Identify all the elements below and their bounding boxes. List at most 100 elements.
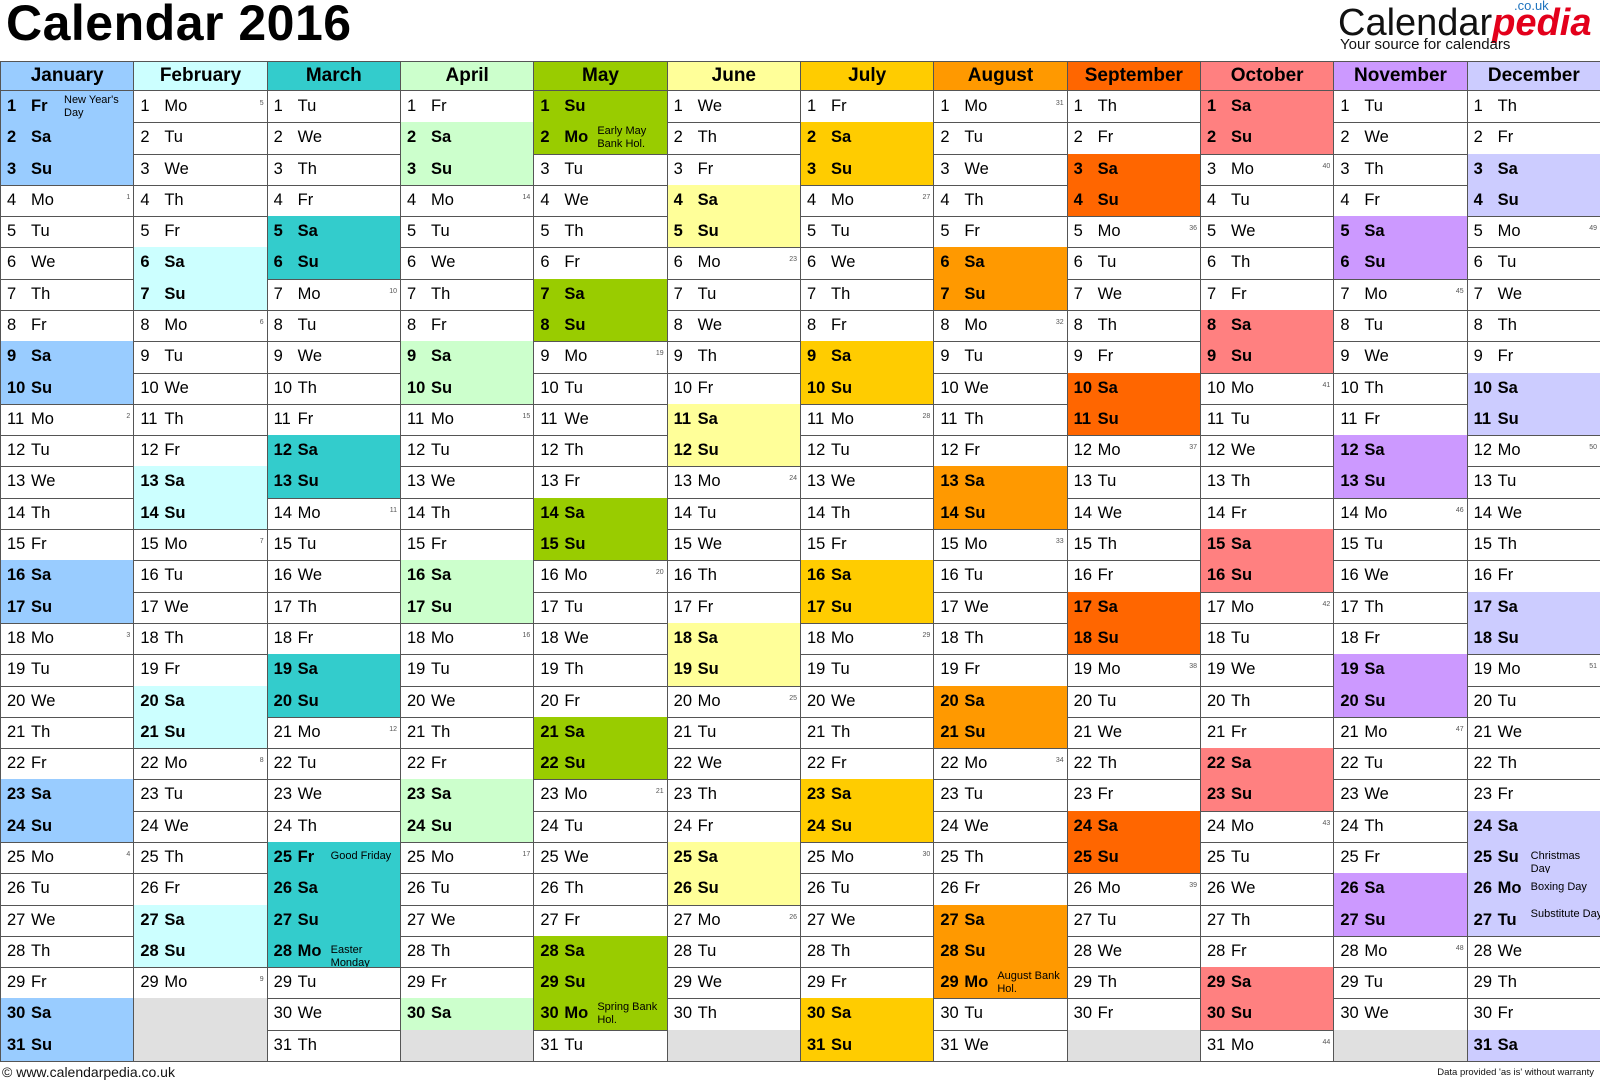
day-number: 29 (273, 973, 293, 992)
day-number: 14 (407, 503, 426, 522)
weekday-label: Su (1097, 847, 1119, 866)
day-cell: 24 Th (266, 810, 401, 843)
day-cell: 17 Su (400, 591, 535, 624)
weekday-label: Fr (297, 628, 314, 647)
weekday-label: We (431, 910, 456, 929)
weekday-label: Th (831, 722, 851, 741)
day-cell: 16 Su (1200, 560, 1335, 593)
weekday-label: Fr (1497, 1004, 1514, 1023)
weekday-label: Mo (697, 910, 721, 929)
day-cell: 29 Th (1466, 967, 1600, 1000)
weekday-label: Sa (697, 409, 718, 428)
day-cell: 6 Tu (1466, 247, 1600, 280)
day-cell: 27 We (800, 904, 935, 937)
day-number: 24 (407, 816, 426, 835)
day-cell: 11 Mo 28 (800, 403, 935, 437)
day-cell: 9 Fr (1466, 341, 1600, 374)
weekday-label: Su (564, 316, 586, 335)
week-number: 20 (655, 569, 664, 577)
day-cell: 15 Th (1466, 529, 1600, 562)
day-cell: 3 We (133, 153, 268, 186)
day-number: 10 (1473, 378, 1493, 397)
day-cell: 24 Sa (1466, 810, 1600, 843)
day-number: 22 (1207, 754, 1226, 773)
weekday-label: Su (164, 284, 186, 303)
weekday-label: Tu (831, 879, 850, 898)
day-cell: 23 Mo 21 (533, 779, 668, 812)
holiday-label: Early May Bank Hol. (597, 125, 647, 151)
weekday-label: Fr (431, 535, 447, 554)
day-number: 8 (140, 316, 150, 335)
day-cell: 16 Sa (800, 560, 935, 593)
weekday-label: Sa (297, 441, 318, 460)
day-number: 23 (540, 785, 559, 804)
weekday-label: Th (831, 284, 851, 303)
day-number: 19 (140, 660, 159, 679)
empty-day-cell (133, 998, 268, 1031)
weekday-label: Tu (1231, 409, 1250, 428)
weekday-label: Su (831, 159, 853, 178)
day-number: 8 (7, 316, 17, 335)
day-number: 11 (1340, 409, 1358, 428)
day-cell: 18 Mo 3 (0, 622, 135, 656)
day-number: 6 (807, 253, 817, 272)
day-cell: 29 We (666, 967, 801, 1000)
weekday-label: Fr (1497, 785, 1514, 804)
day-cell: 15 Th (1066, 529, 1201, 562)
day-cell: 28 Mo 48 (1333, 935, 1468, 969)
day-cell: 11 Mo 2 (0, 403, 135, 437)
day-number: 2 (807, 128, 817, 147)
week-number: 45 (1455, 287, 1464, 295)
day-cell: 26 Fr (133, 873, 268, 906)
weekday-label: We (1097, 503, 1123, 522)
logo-brand-main: Calendar (1338, 2, 1493, 44)
weekday-label: Su (1497, 847, 1519, 866)
day-cell: 19 Tu (400, 654, 535, 687)
weekday-label: Fr (964, 441, 980, 460)
day-cell: 2 Su (1200, 122, 1335, 155)
day-cell: 27 Su (266, 904, 401, 937)
weekday-label: Su (564, 97, 586, 115)
calendar-grid: January 1 Fr New Year's Day 2 Sa 3 Su 4 Mo 1 5 Tu 6 We… (0, 61, 1600, 1062)
holiday-label: Spring Bank Hol. (597, 1001, 658, 1027)
day-number: 21 (140, 722, 159, 741)
day-number: 12 (940, 441, 959, 460)
weekday-label: We (1097, 722, 1123, 741)
day-cell: 23 Sa (400, 779, 535, 812)
day-cell: 11 Su (1466, 403, 1600, 437)
day-number: 3 (7, 159, 17, 178)
day-number: 6 (1073, 253, 1083, 272)
weekday-label: Fr (164, 879, 180, 898)
weekday-label: We (297, 1004, 323, 1023)
day-cell: 6 Sa (133, 247, 268, 280)
day-cell: 22 We (666, 748, 801, 781)
day-cell: 4 Th (933, 184, 1068, 218)
weekday-label: Fr (31, 754, 47, 773)
day-cell: 4 We (533, 184, 668, 218)
day-number: 23 (1207, 785, 1226, 804)
day-number: 2 (540, 128, 550, 147)
day-number: 1 (1207, 97, 1217, 115)
day-cell: 19 Fr (933, 654, 1068, 687)
day-cell: 22 Mo 8 (133, 748, 268, 781)
day-cell: 29 Tu (266, 967, 401, 1000)
day-cell: 18 Fr (266, 622, 401, 656)
day-number: 19 (7, 660, 26, 679)
day-cell: 14 We (1066, 497, 1201, 531)
day-cell: 17 Sa (1066, 591, 1201, 624)
weekday-label: Mo (31, 628, 54, 647)
day-number: 18 (273, 628, 293, 647)
footer-copyright-link[interactable]: © www.calendarpedia.co.uk (2, 1064, 175, 1080)
day-number: 20 (673, 691, 693, 710)
calendarpedia-logo[interactable]: Calendarpedia .co.uk Your source for cal… (1338, 0, 1600, 58)
day-cell: 5 Sa (266, 216, 401, 249)
weekday-label: Mo (164, 754, 188, 773)
day-number: 19 (1073, 660, 1093, 679)
weekday-label: Sa (697, 628, 718, 647)
weekday-label: Su (431, 159, 453, 178)
weekday-label: We (1497, 284, 1523, 303)
week-number: 2 (126, 412, 131, 420)
weekday-label: Fr (831, 97, 847, 115)
weekday-label: Th (31, 503, 51, 522)
day-cell: 1 Fr (800, 91, 935, 124)
